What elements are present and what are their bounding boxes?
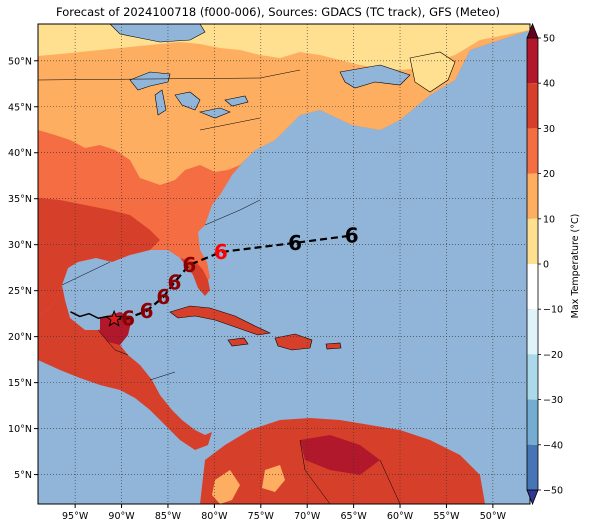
hurricane-symbol-icon: 6 [156,285,170,309]
y-tick-label: 5°N [14,470,32,481]
y-tick-label: 25°N [8,286,32,297]
y-tick-label: 40°N [8,148,32,159]
puerto-rico [325,342,342,350]
colorbar-tick-label: 30 [543,124,555,135]
colorbar-bin [527,354,538,400]
map-title: Forecast of 2024100718 (f000-006), Sourc… [56,5,500,19]
colorbar-label: Max Temperature (°C) [570,214,581,319]
longitude-ticks: 95°W 90°W 85°W 80°W 75°W 70°W 65°W 60°W 55°W 50°W [62,504,507,522]
newfoundland [409,51,456,93]
colorbar-bin [527,173,538,219]
x-tick-label: 50°W [480,511,507,522]
south-america-hot [300,435,380,475]
colorbar-tick-label: 40 [543,79,555,90]
hot-region-southwest [38,198,160,315]
colorbar-bin [527,38,538,84]
y-tick-label: 20°N [8,332,32,343]
colorbar-bin [527,128,538,174]
hurricane-symbol-icon: 6 [140,299,154,323]
colorbar-tick-label: −30 [543,395,563,406]
hurricane-symbol-icon: 6 [182,253,196,277]
y-tick-label: 35°N [8,194,32,205]
y-tick-label: 50°N [8,56,32,67]
x-tick-label: 90°W [108,511,135,522]
map-area [38,24,530,504]
x-tick-label: 60°W [387,511,414,522]
y-tick-label: 45°N [8,102,32,113]
x-tick-label: 95°W [62,511,89,522]
x-tick-label: 65°W [341,511,368,522]
colorbar-bin [527,83,538,129]
colorbar-tick-label: 0 [543,260,549,271]
hurricane-symbol-icon: 6 [121,306,135,330]
hurricane-symbol-icon: 6 [167,270,181,294]
colorbar-bin [527,218,538,264]
colorbar-tick-label: −20 [543,350,563,361]
colorbar-tick-label: −40 [543,440,563,451]
x-tick-label: 80°W [201,511,228,522]
colorbar-tick-label: 50 [543,34,555,45]
y-tick-label: 30°N [8,240,32,251]
hurricane-symbol-icon: 6 [345,223,359,247]
colorbar-bin [527,444,538,490]
mexico-central-america [38,285,212,450]
hudson-bay [109,24,206,43]
gulf-of-mexico [62,254,200,330]
colorbar-bin [527,264,538,310]
graticule [38,24,530,504]
jamaica [227,337,249,347]
hurricane-symbol-icon: 6 [288,231,302,255]
colorbar-tick-label: −10 [543,305,563,316]
forecast-track [114,234,352,321]
temperature-colorbar: 50 40 30 20 10 0 −10 −20 −30 −40 −50 [526,22,563,506]
latitude-ticks: 50°N 45°N 40°N 35°N 30°N 25°N 20°N 15°N 10°N 5°N [8,56,38,481]
x-tick-label: 55°W [433,511,460,522]
colorbar-tick-label: 10 [543,214,555,225]
colorbar-tick-label: −50 [543,486,563,497]
x-tick-label: 75°W [248,511,275,522]
x-tick-label: 85°W [155,511,182,522]
yucatan-hot [100,312,132,345]
colorbar-bin [527,309,538,355]
cuba [169,305,272,336]
colorbar-bin [527,399,538,445]
y-tick-label: 15°N [8,378,32,389]
gulf-st-lawrence [339,64,411,89]
borders [38,69,401,504]
colorbar-tick-label: 20 [543,169,555,180]
current-position-star-icon [105,309,124,327]
hurricane-symbol-icon: 6 [214,240,228,264]
y-tick-label: 10°N [8,424,32,435]
hispaniola [274,333,313,351]
x-tick-label: 70°W [294,511,321,522]
